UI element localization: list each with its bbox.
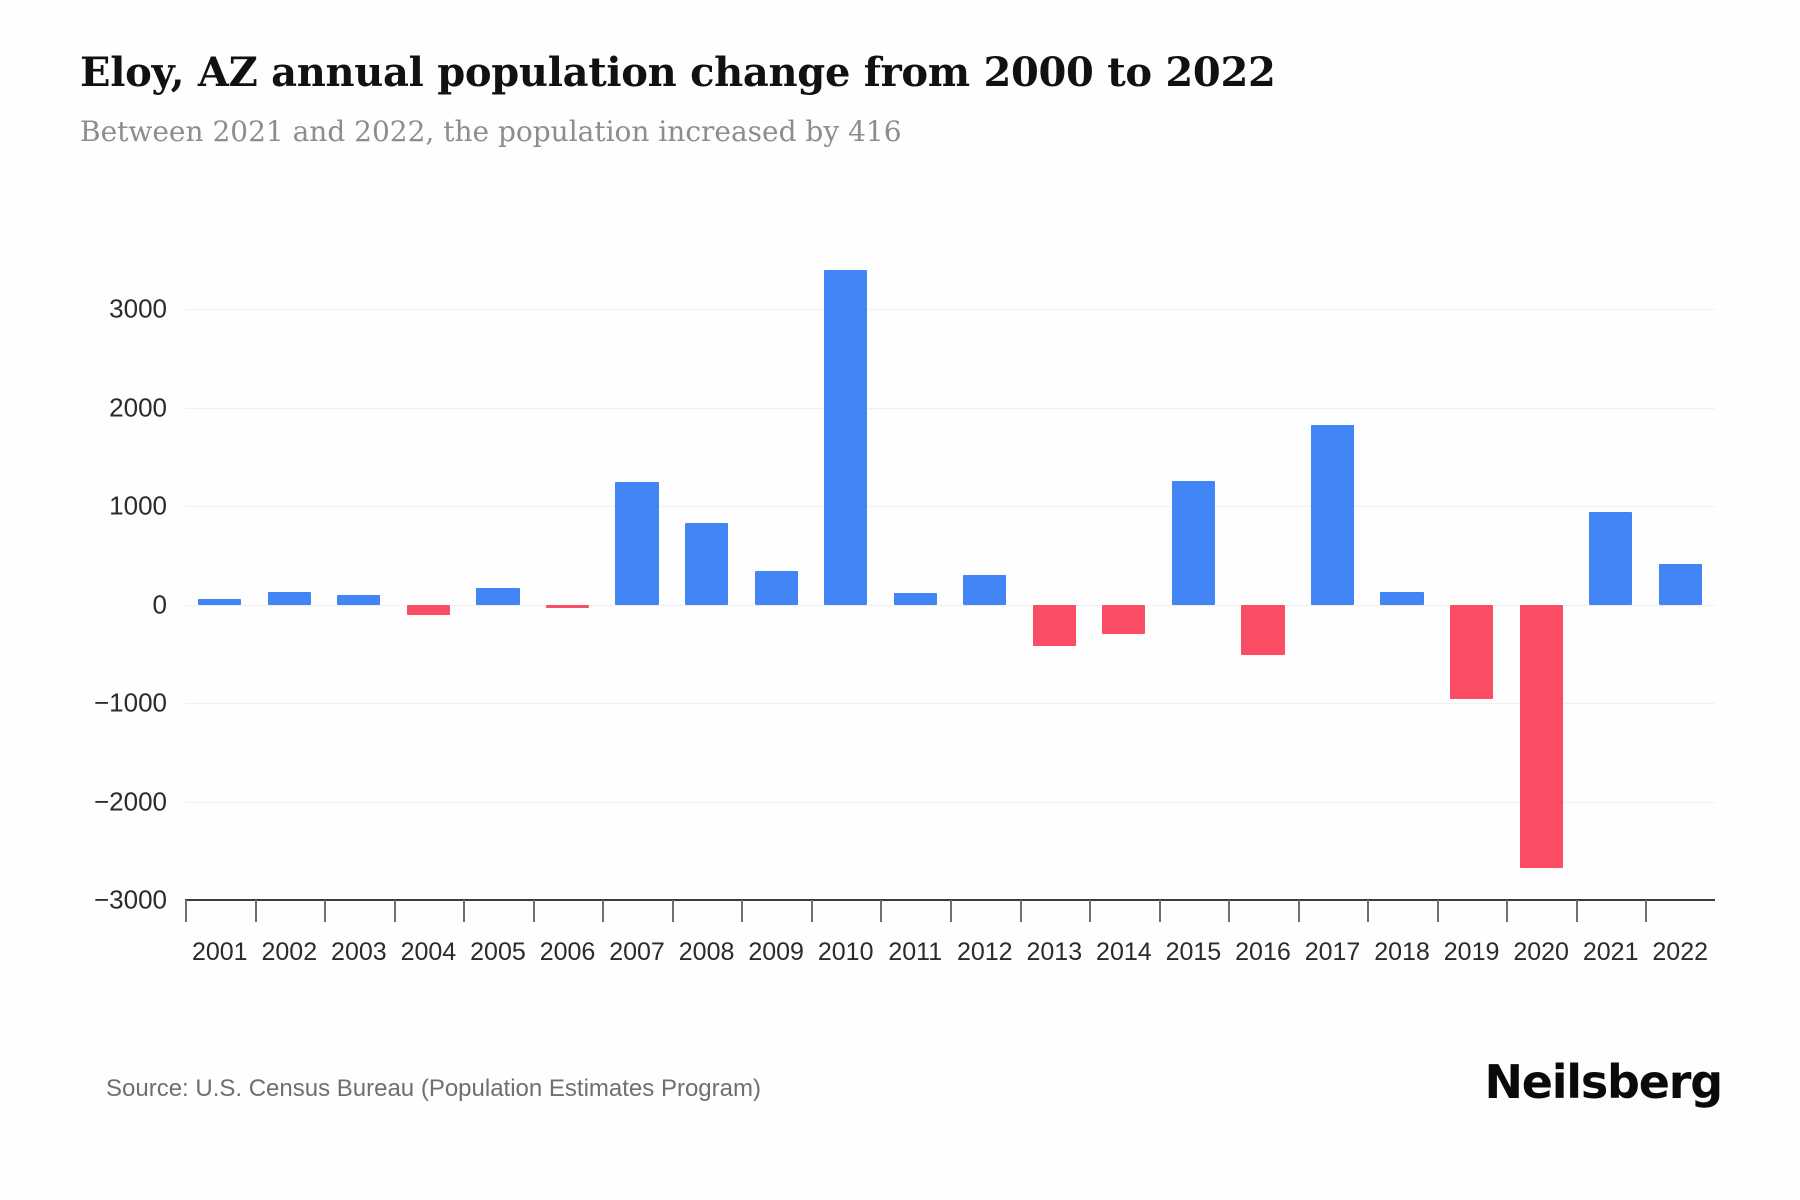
x-axis-tick-label-2005: 2005 [470,938,526,966]
chart-subtitle: Between 2021 and 2022, the population in… [80,115,902,148]
y-axis-tick-label: 3000 [109,293,167,324]
x-axis-tick [1297,900,1300,922]
bar-2009[interactable] [754,571,798,605]
x-axis-tick-label-2018: 2018 [1374,938,1430,966]
x-axis-tick [393,900,396,922]
x-axis-tick [324,900,327,922]
bar-2020[interactable] [1519,604,1563,869]
x-axis-tick [463,900,466,922]
y-axis-tick-label: 1000 [109,490,167,521]
x-axis-tick-label-2015: 2015 [1165,938,1222,966]
x-axis-tick-label-2013: 2013 [1026,938,1083,966]
bar-2013[interactable] [1032,604,1076,647]
x-axis-tick-label-2003: 2003 [331,938,387,966]
x-axis-tick [602,900,605,922]
x-axis-tick-label-2011: 2011 [888,938,943,966]
x-axis-tick-label-2020: 2020 [1513,938,1569,966]
x-axis-tick [741,900,744,922]
x-axis-tick-label-2014: 2014 [1096,938,1152,966]
bar-2005[interactable] [476,588,520,605]
y-axis-tick-label: −3000 [93,884,167,915]
page-title: Eloy, AZ annual population change from 2… [80,49,1276,96]
x-axis-tick [1645,900,1648,922]
bar-2015[interactable] [1171,481,1215,605]
x-axis-tick [880,900,883,922]
bar-2001[interactable] [198,598,242,605]
bar-2002[interactable] [267,591,311,605]
x-axis-tick-label-2019: 2019 [1443,938,1500,966]
gridline [185,703,1715,705]
gridline [185,506,1715,508]
brand-logo: Neilsberg [1484,1055,1723,1109]
bar-2019[interactable] [1450,604,1494,700]
x-axis-tick [532,900,535,922]
x-axis-tick-label-2010: 2010 [817,938,874,966]
x-axis-tick [1228,900,1231,922]
x-axis-tick [810,900,813,922]
bar-2018[interactable] [1380,592,1424,605]
x-axis-tick-label-2022: 2022 [1652,938,1709,966]
gridline [185,801,1715,803]
x-axis-tick-label-2001: 2001 [191,938,248,966]
bar-2006[interactable] [545,604,590,608]
x-axis-tick [1019,900,1022,922]
x-axis-tick [1367,900,1370,922]
bar-2010[interactable] [824,269,868,605]
bar-2016[interactable] [1241,604,1285,655]
x-axis-tick [1436,900,1439,922]
y-axis-tick-label: −1000 [93,687,167,718]
x-axis-tick-label-2008: 2008 [678,938,735,966]
gridline [185,407,1715,409]
x-axis-tick-label-2016: 2016 [1235,938,1291,966]
x-axis-tick [1089,900,1092,922]
x-axis-tick-label-2009: 2009 [748,938,804,966]
bar-2004[interactable] [406,604,450,616]
x-axis-tick-label-2002: 2002 [261,938,318,966]
x-axis-tick-label-2012: 2012 [956,938,1013,966]
bar-2022[interactable] [1658,563,1702,605]
x-axis-tick [1575,900,1578,922]
x-axis-tick-label-2021: 2021 [1582,938,1639,966]
x-axis-tick-label-2007: 2007 [609,938,665,966]
y-axis-tick-label: −2000 [93,786,167,817]
y-axis-tick-label: 2000 [109,392,167,423]
bar-2012[interactable] [963,575,1007,605]
bar-2014[interactable] [1102,604,1146,634]
chart-header: Eloy, AZ annual population change from 2… [80,48,1720,150]
bar-2008[interactable] [685,522,729,605]
plot-area: 3000 2000 1000 0 −1000 −2000 −3000 2001 2002 2003… [94,260,1715,966]
bar-2017[interactable] [1310,425,1355,605]
x-axis-tick [185,900,187,922]
x-axis-tick-label-2006: 2006 [539,938,596,966]
bar-2003[interactable] [337,594,381,605]
bar-2011[interactable] [893,592,937,605]
x-axis-tick [1158,900,1161,922]
x-axis-tick [1506,900,1509,922]
x-axis-tick-label-2017: 2017 [1304,938,1361,966]
x-axis-tick [254,900,257,922]
gridline [185,604,1715,606]
x-axis-tick [950,900,952,922]
source-note: Source: U.S. Census Bureau (Population E… [106,1075,761,1102]
bar-2007[interactable] [615,482,659,605]
gridline [185,309,1715,311]
x-axis-tick-label-2004: 2004 [400,938,457,966]
x-axis-tick [671,900,674,922]
bar-2021[interactable] [1589,512,1633,605]
y-axis-tick-label: 0 [152,589,167,620]
